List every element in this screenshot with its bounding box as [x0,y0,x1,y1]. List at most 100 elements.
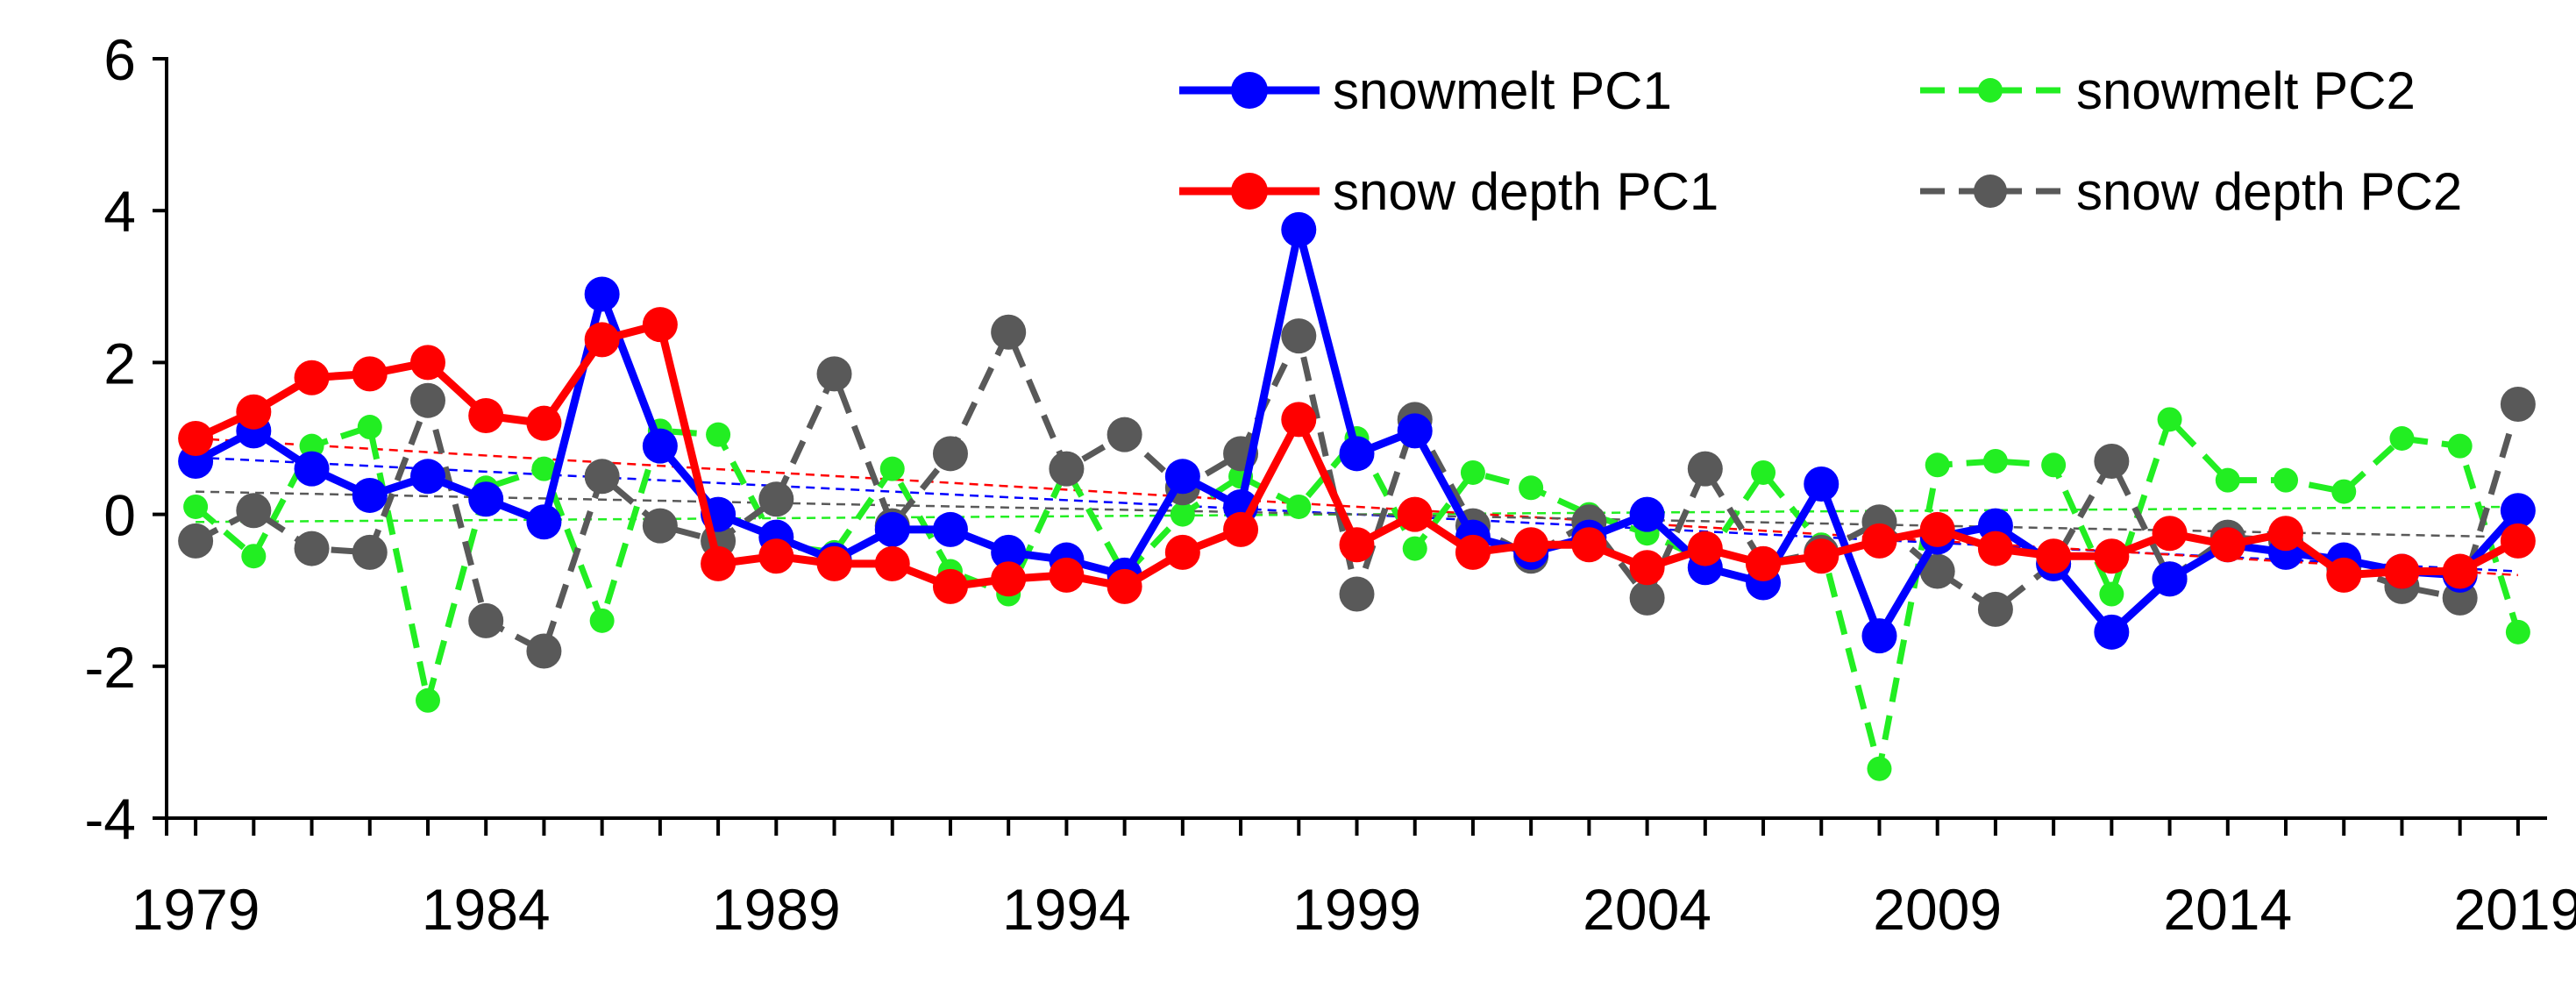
data-point-snowmelt-pc2 [2505,619,2530,645]
data-point-snow-depth-pc1 [1919,511,1955,547]
data-point-snow-depth-pc1 [932,568,968,604]
data-point-snow-depth-pc1 [1629,550,1665,586]
legend-entry-snow-depth-pc2: snow depth PC2 [1920,162,2462,221]
data-point-snowmelt-pc2 [589,608,615,633]
data-point-snow-depth-pc2 [1919,553,1955,589]
data-point-snowmelt-pc1 [874,511,910,547]
legend-label-snowmelt-pc1: snowmelt PC1 [1333,61,1672,120]
data-point-snow-depth-pc1 [1861,523,1897,559]
data-point-snow-depth-pc2 [2094,443,2130,479]
y-tick-label: -2 [84,635,136,700]
data-point-snowmelt-pc2 [183,494,209,519]
data-point-snowmelt-pc1 [932,511,968,547]
data-point-snow-depth-pc1 [2152,516,2188,552]
data-point-snow-depth-pc2 [1339,576,1375,612]
data-point-snow-depth-pc1 [2036,538,2072,574]
data-point-snow-depth-pc1 [816,545,852,581]
data-point-snow-depth-pc2 [2500,387,2536,423]
legend-entry-snowmelt-pc1: snowmelt PC1 [1179,61,1672,120]
data-point-snowmelt-pc2 [1460,459,1485,485]
data-point-snow-depth-pc2 [409,382,445,418]
data-point-snow-depth-pc1 [1107,568,1142,604]
legend-marker-snowmelt-pc1 [1231,72,1268,109]
data-point-snowmelt-pc2 [1867,756,1892,781]
data-point-snow-depth-pc1 [2500,523,2536,559]
data-point-snowmelt-pc1 [526,504,562,540]
data-point-snowmelt-pc1 [584,276,620,312]
series-snow-depth-pc1 [178,307,2536,604]
data-point-snow-depth-pc2 [468,602,504,638]
data-point-snow-depth-pc2 [1281,318,1317,354]
data-point-snow-depth-pc1 [2268,516,2304,552]
series-layer [178,211,2536,781]
data-point-snow-depth-pc1 [236,394,272,430]
data-point-snowmelt-pc1 [1164,459,1200,495]
legend-entry-snow-depth-pc1: snow depth PC1 [1179,162,1719,221]
data-point-snow-depth-pc1 [1397,496,1433,532]
x-tick-label: 1984 [422,877,551,942]
data-point-snow-depth-pc1 [1164,534,1200,570]
data-point-snowmelt-pc1 [409,459,445,495]
data-point-snow-depth-pc1 [468,398,504,434]
data-point-snowmelt-pc2 [241,544,267,569]
data-point-snowmelt-pc2 [2389,426,2415,451]
data-point-snow-depth-pc1 [701,545,737,581]
data-point-snowmelt-pc1 [1281,211,1317,247]
data-point-snow-depth-pc1 [1571,527,1607,563]
data-point-snowmelt-pc1 [294,451,330,487]
data-point-snow-depth-pc2 [236,493,272,529]
data-point-snow-depth-pc1 [2094,538,2130,574]
legend-label-snow-depth-pc2: snow depth PC2 [2076,162,2462,221]
legend-entry-snowmelt-pc2: snowmelt PC2 [1920,61,2416,120]
data-point-snow-depth-pc2 [1687,451,1723,487]
data-point-snowmelt-pc2 [2099,581,2124,607]
data-point-snow-depth-pc1 [991,561,1027,597]
data-point-snow-depth-pc2 [584,459,620,495]
data-point-snow-depth-pc1 [2326,557,2362,593]
data-point-snow-depth-pc1 [758,538,794,574]
data-point-snow-depth-pc1 [409,345,445,381]
data-point-snowmelt-pc1 [2152,561,2188,597]
series-line-snowmelt-pc2 [193,416,2522,773]
data-point-snowmelt-pc2 [1519,475,1544,501]
data-point-snowmelt-pc1 [1397,413,1433,449]
data-point-snowmelt-pc1 [1339,436,1375,472]
data-point-snow-depth-pc1 [1513,527,1549,563]
data-point-snow-depth-pc1 [1977,531,2013,566]
data-point-snowmelt-pc1 [642,428,678,464]
data-point-snow-depth-pc1 [1746,545,1782,581]
data-point-snow-depth-pc1 [1223,511,1259,547]
data-point-snow-depth-pc1 [1455,534,1491,570]
data-point-snowmelt-pc2 [706,422,731,447]
x-tick-label: 2019 [2453,877,2576,942]
data-point-snow-depth-pc2 [758,481,794,517]
x-tick-label: 1994 [1002,877,1131,942]
data-point-snow-depth-pc2 [816,356,852,392]
data-point-snowmelt-pc2 [1925,452,1950,478]
y-tick-label: 0 [103,483,136,548]
data-point-snowmelt-pc2 [299,433,324,459]
data-point-snowmelt-pc2 [2157,407,2182,432]
data-point-snowmelt-pc1 [352,477,388,513]
data-point-snow-depth-pc2 [932,436,968,472]
data-point-snowmelt-pc2 [2331,479,2357,504]
data-point-snow-depth-pc1 [1049,557,1085,593]
data-point-snow-depth-pc1 [352,356,388,392]
data-point-snow-depth-pc1 [1687,531,1723,566]
data-point-snow-depth-pc2 [642,508,678,544]
x-tick-label: 1979 [132,877,260,942]
data-point-snow-depth-pc1 [584,322,620,358]
data-point-snowmelt-pc2 [2274,467,2299,493]
data-point-snowmelt-pc2 [1286,494,1312,519]
data-point-snow-depth-pc2 [1977,591,2013,627]
data-point-snow-depth-pc2 [1629,580,1665,616]
data-point-snow-depth-pc1 [178,421,214,456]
data-point-snowmelt-pc2 [879,456,905,481]
data-point-snow-depth-pc1 [642,307,678,343]
data-point-snow-depth-pc2 [352,534,388,570]
legend-label-snow-depth-pc1: snow depth PC1 [1333,162,1719,221]
data-point-snowmelt-pc1 [1629,496,1665,532]
data-point-snow-depth-pc1 [2442,553,2478,589]
data-point-snow-depth-pc2 [178,523,214,559]
